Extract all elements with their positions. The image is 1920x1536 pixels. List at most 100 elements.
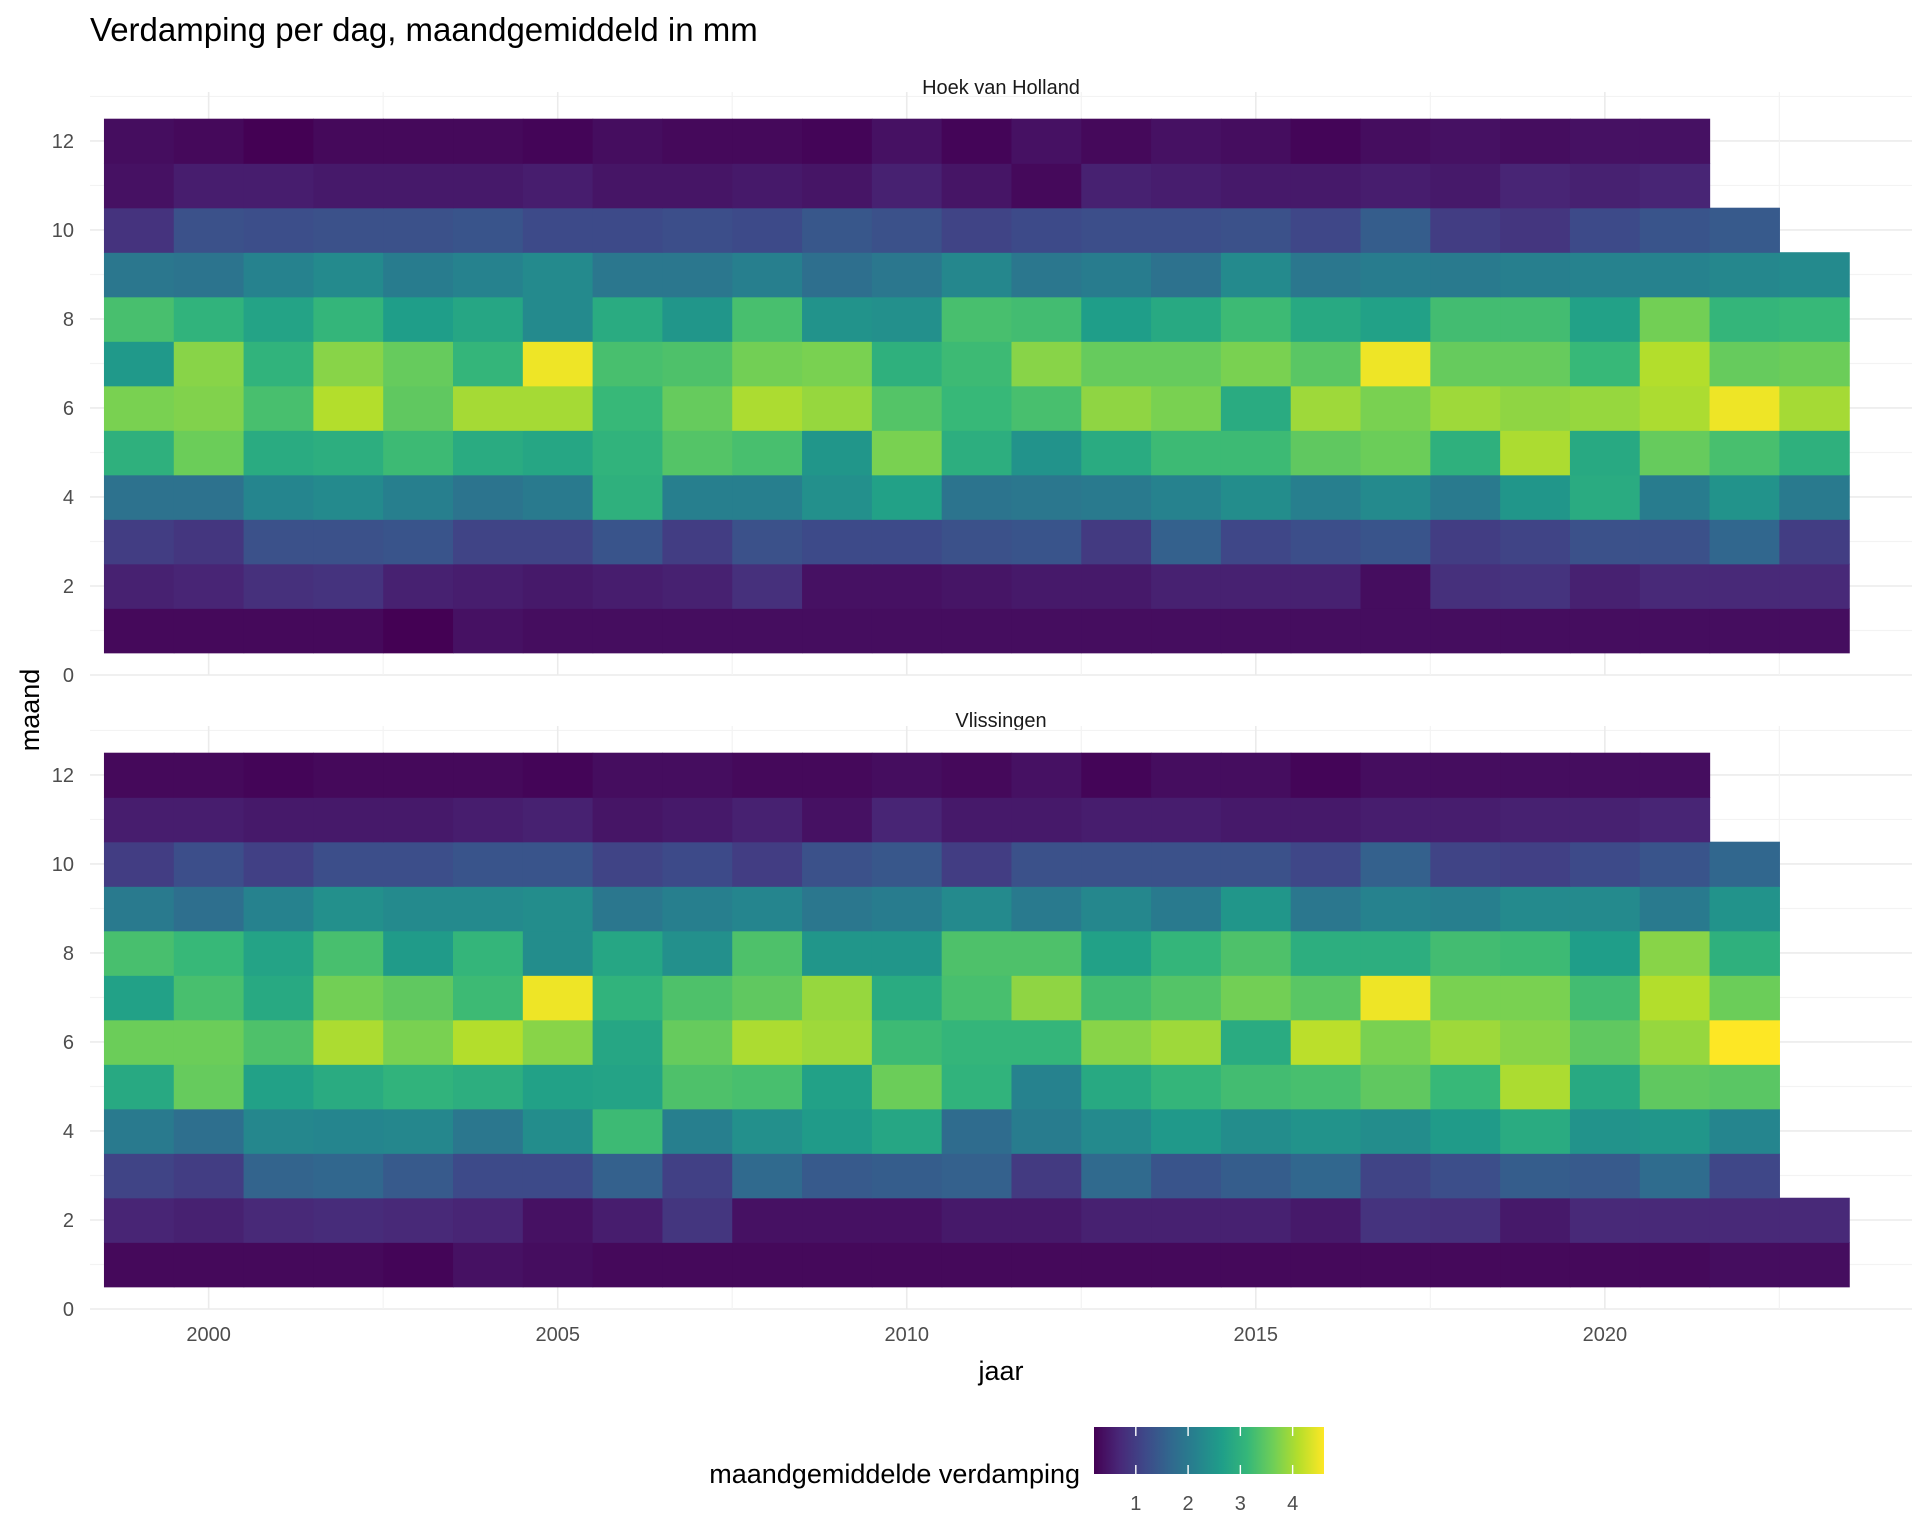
heatmap-tile [871,118,943,164]
heatmap-tile [1081,385,1152,431]
heatmap-tile [1290,474,1362,520]
heatmap-tile [941,163,1013,209]
heatmap-tile [173,252,245,298]
heatmap-tile [1081,797,1152,843]
heatmap-tile [1081,118,1152,164]
heatmap-tile [103,841,175,887]
heatmap-tile [243,797,314,843]
heatmap-tile [1430,1197,1501,1243]
heatmap-tile [103,1019,175,1065]
y-tick-label: 2 [63,1210,74,1232]
heatmap-tile [802,1153,873,1199]
heatmap-tile [173,430,245,476]
heatmap-tile [871,841,943,887]
heatmap-tile [1360,252,1431,298]
heatmap-tile [1360,474,1431,520]
heatmap-tile [1360,975,1431,1021]
heatmap-tile [662,841,733,887]
heatmap-tile [1709,1064,1780,1110]
heatmap-tiles [103,118,1850,654]
heatmap-tile [662,207,733,253]
heatmap-tile [313,1019,384,1065]
heatmap-tile [871,975,943,1021]
heatmap-tile [383,797,454,843]
heatmap-tile [732,1242,803,1288]
heatmap-tile [383,1242,454,1288]
heatmap-tile [243,207,314,253]
heatmap-tile [732,841,803,887]
heatmap-tile [1639,1242,1711,1288]
heatmap-tile [1360,1197,1431,1243]
heatmap-tile [592,118,664,164]
heatmap-tile [1639,474,1711,520]
heatmap-tile [941,841,1013,887]
heatmap-tile [802,474,873,520]
heatmap-tile [1709,975,1780,1021]
heatmap-tile [941,930,1013,976]
x-tick-label: 2000 [186,1324,231,1346]
heatmap-tile [522,252,594,298]
heatmap-tile [1569,207,1641,253]
heatmap-tile [1709,474,1780,520]
heatmap-tile [1709,930,1780,976]
heatmap-tile [1081,163,1152,209]
heatmap-tile [1500,1019,1571,1065]
heatmap-tile [1360,430,1431,476]
heatmap-tile [1430,207,1501,253]
heatmap-tile [313,563,384,609]
heatmap-tile [383,1064,454,1110]
heatmap-tile [662,930,733,976]
heatmap-tile [383,608,454,654]
heatmap-tile [592,341,664,387]
y-tick-label: 8 [63,309,74,331]
heatmap-tile [871,207,943,253]
heatmap-tile [1639,519,1711,565]
heatmap-tile [1151,1197,1222,1243]
heatmap-tile [1220,841,1292,887]
heatmap-tile [243,252,314,298]
heatmap-tile [1151,608,1222,654]
heatmap-tile [662,886,733,932]
heatmap-tile [662,163,733,209]
heatmap-tile [313,252,384,298]
heatmap-tile [243,975,314,1021]
heatmap-tile [453,207,524,253]
heatmap-tile [802,207,873,253]
heatmap-tile [1081,1019,1152,1065]
heatmap-tile [1081,608,1152,654]
heatmap-tile [1220,118,1292,164]
heatmap-tile [522,1197,594,1243]
heatmap-tile [103,886,175,932]
heatmap-tile [1500,1197,1571,1243]
heatmap-tile [592,1153,664,1199]
heatmap-tile [1220,752,1292,798]
heatmap-tile [592,519,664,565]
heatmap-tile [383,163,454,209]
heatmap-tile [662,563,733,609]
heatmap-tile [1360,118,1431,164]
heatmap-tile [1709,296,1780,342]
heatmap-tile [243,430,314,476]
heatmap-tile [1220,975,1292,1021]
y-tick-label: 8 [63,943,74,965]
heatmap-tile [522,797,594,843]
heatmap-tile [103,975,175,1021]
heatmap-tile [313,1153,384,1199]
heatmap-tile [802,1108,873,1154]
heatmap-tile [802,1197,873,1243]
heatmap-tile [592,975,664,1021]
heatmap-tile [732,118,803,164]
heatmap-tile [173,385,245,431]
heatmap-tile [1290,608,1362,654]
heatmap-tile [1430,296,1501,342]
heatmap-tile [103,1153,175,1199]
heatmap-tile [1569,341,1641,387]
heatmap-tile [1639,797,1711,843]
heatmap-tile [1779,1242,1850,1288]
heatmap-tile [1500,886,1571,932]
heatmap-tile [1779,430,1850,476]
heatmap-tile [173,118,245,164]
y-tick-label: 12 [52,765,74,787]
heatmap-tile [732,797,803,843]
heatmap-tile [1639,430,1711,476]
